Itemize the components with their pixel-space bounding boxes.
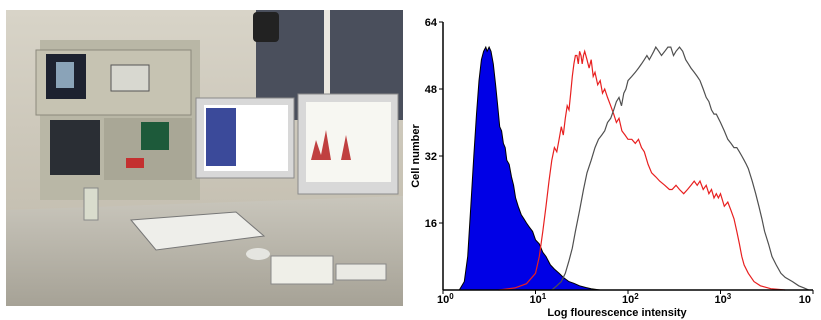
series-2-line (551, 45, 810, 291)
y-axis-title: Cell number (410, 124, 422, 188)
desk (6, 196, 403, 306)
flow-cytometer-lab-photo (6, 10, 403, 306)
series-0-filled (458, 45, 601, 291)
y-tick-label-1: 32 (425, 151, 437, 163)
x-tick-label-3: 103 (715, 292, 732, 306)
bottle (83, 187, 99, 221)
crt-glow-top (56, 62, 74, 88)
crt-screen-lower (50, 120, 100, 175)
x-tick-layer: 100 101 102 103 10 (437, 290, 814, 306)
series-layer (458, 45, 810, 291)
y-tick-label-0: 16 (425, 218, 437, 230)
green-display (141, 122, 169, 150)
readout-panel (110, 64, 150, 92)
tube-rack (270, 255, 334, 285)
x-tick-label-2: 102 (622, 292, 639, 306)
fluorescence-histogram: 100 101 102 103 10 16 32 48 64 Cell number Log … (410, 17, 814, 319)
monitor-left-ui (206, 108, 236, 166)
x-tick-label-1: 101 (530, 292, 547, 306)
y-tick-label-3: 64 (425, 17, 438, 29)
x-tick-label-0: 100 (437, 292, 454, 306)
series-1-line (498, 49, 786, 291)
x-tick-label-4: 10 (799, 294, 811, 306)
tube-rack-2 (335, 263, 387, 281)
window-frame (324, 10, 330, 120)
x-axis-title: Log flourescence intensity (547, 307, 687, 319)
y-tick-layer: 16 32 48 64 (425, 17, 443, 230)
y-tick-label-2: 48 (425, 84, 437, 96)
phone (253, 12, 279, 42)
red-buttons (126, 158, 144, 168)
keyboard (129, 211, 266, 251)
mouse (246, 248, 270, 260)
monitor-right-screen (306, 102, 391, 182)
monitor-right-plots (311, 130, 351, 160)
